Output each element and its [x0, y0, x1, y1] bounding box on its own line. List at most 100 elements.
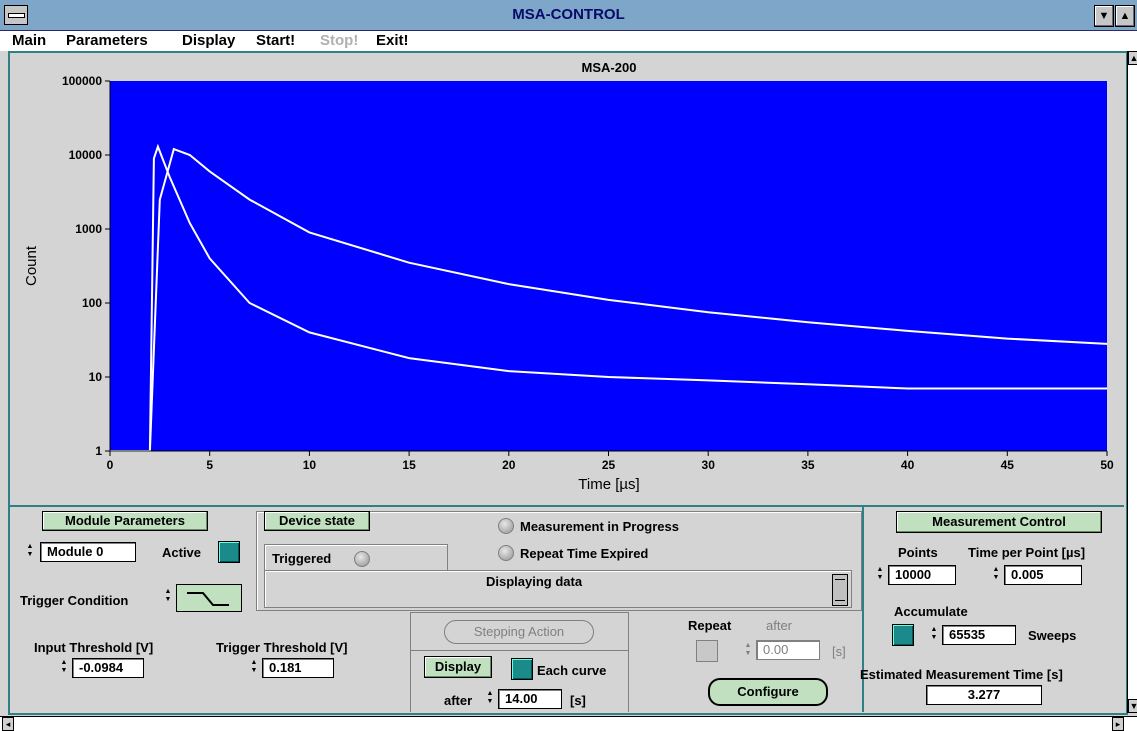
msa-chart: MSA-200 0 5 10 15 20 25 30 35 40 45 50 1 10 100 1000 10… — [23, 60, 1114, 493]
display-after-spinner-icon[interactable]: ▲ ▼ — [486, 690, 494, 705]
module-field[interactable]: Module 0 — [40, 542, 136, 562]
x-tick-label-30: 30 — [702, 458, 716, 472]
sweeps-field[interactable]: 65535 — [942, 625, 1016, 645]
repeat-checkbox[interactable] — [696, 640, 718, 662]
device-state-button[interactable]: Device state — [264, 511, 370, 531]
status-text: Displaying data — [486, 574, 583, 589]
status-box — [264, 570, 852, 608]
menu-main[interactable]: Main — [12, 32, 47, 49]
device-state-group — [256, 511, 862, 611]
x-axis-label: Time [µs] — [578, 476, 639, 493]
points-spinner-icon[interactable]: ▲ ▼ — [876, 566, 884, 581]
repeat-after-label: after — [766, 618, 793, 633]
repeat-label: Repeat — [688, 618, 732, 633]
x-tick-label-25: 25 — [602, 458, 616, 472]
horizontal-scrollbar[interactable]: ◂ ▸ — [0, 716, 1137, 731]
panel-divider-right — [862, 507, 864, 712]
measurement-control-button[interactable]: Measurement Control — [896, 511, 1102, 533]
vertical-scrollbar[interactable]: ▲ ▼ — [1127, 51, 1137, 713]
axes-layer: 0 5 10 15 20 25 30 35 40 45 50 1 10 100 1000 10000 10000… — [62, 74, 1114, 472]
sweeps-label: Sweeps — [1028, 628, 1077, 643]
points-field[interactable]: 10000 — [888, 565, 956, 585]
accumulate-label: Accumulate — [894, 604, 968, 619]
separator — [410, 612, 411, 712]
y-tick-label-100: 100 — [82, 296, 102, 310]
separator — [410, 612, 628, 613]
y-tick-label-1000: 1000 — [75, 222, 102, 236]
triggered-led-icon — [354, 551, 370, 567]
repeat-after-field: 0.00 — [756, 640, 820, 660]
system-menu-button[interactable] — [4, 5, 28, 25]
y-tick-label-10000: 10000 — [69, 148, 103, 162]
display-button[interactable]: Display — [424, 656, 492, 678]
y-tick-label-10: 10 — [89, 370, 103, 384]
separator — [628, 612, 629, 712]
trigger-condition-selector[interactable] — [176, 584, 242, 612]
measurement-led-icon — [498, 518, 514, 534]
trigger-threshold-spinner-icon[interactable]: ▲ ▼ — [250, 659, 258, 674]
tpp-spinner-icon[interactable]: ▲ ▼ — [992, 566, 1000, 581]
time-per-point-field[interactable]: 0.005 — [1004, 565, 1082, 585]
x-tick-label-45: 45 — [1001, 458, 1015, 472]
display-after-label: after — [444, 693, 473, 708]
scroll-up-icon[interactable]: ▲ — [1128, 51, 1137, 65]
module-spinner-icon[interactable]: ▲ ▼ — [26, 543, 34, 558]
falling-edge-icon — [187, 592, 229, 606]
scroll-right-icon[interactable]: ▸ — [1112, 717, 1124, 731]
maximize-icon: ▲ — [1119, 10, 1131, 22]
plot-area — [110, 81, 1107, 451]
input-threshold-field[interactable]: -0.0984 — [72, 658, 144, 678]
repeat-led-icon — [498, 545, 514, 561]
status-scroll-icon[interactable] — [832, 574, 848, 606]
trigger-condition-spinner-icon[interactable]: ▲ ▼ — [164, 588, 172, 603]
y-tick-label-100000: 100000 — [62, 74, 102, 88]
trigger-condition-label: Trigger Condition — [20, 593, 129, 608]
input-threshold-label: Input Threshold [V] — [34, 640, 154, 655]
display-after-unit: [s] — [570, 693, 586, 708]
scroll-down-icon[interactable]: ▼ — [1128, 699, 1137, 713]
x-tick-label-50: 50 — [1100, 458, 1114, 472]
trigger-threshold-field[interactable]: 0.181 — [262, 658, 334, 678]
points-label: Points — [898, 545, 938, 560]
maximize-button[interactable]: ▲ — [1115, 5, 1135, 27]
x-tick-label-20: 20 — [502, 458, 516, 472]
y-tick-label-1: 1 — [95, 444, 102, 458]
system-menu-icon — [8, 13, 25, 18]
estimated-time-field: 3.277 — [926, 685, 1042, 705]
scroll-left-icon[interactable]: ◂ — [2, 717, 14, 731]
y-axis-label: Count — [23, 245, 40, 286]
each-curve-checkbox[interactable] — [511, 658, 533, 680]
menu-start[interactable]: Start! — [256, 32, 296, 49]
separator — [410, 650, 628, 651]
chart-title: MSA-200 — [582, 60, 637, 75]
window-title: MSA-CONTROL — [512, 6, 625, 23]
minimize-button[interactable]: ▼ — [1094, 5, 1114, 27]
panel-divider — [10, 505, 1124, 507]
triggered-label: Triggered — [272, 551, 332, 566]
active-checkbox[interactable] — [218, 541, 240, 563]
display-after-field[interactable]: 14.00 — [498, 689, 562, 709]
menu-bar: Main Parameters Display Start! Stop! Exi… — [0, 31, 1137, 51]
menu-display[interactable]: Display — [182, 32, 236, 49]
x-tick-label-35: 35 — [801, 458, 815, 472]
module-parameters-button[interactable]: Module Parameters — [42, 511, 208, 531]
trigger-threshold-label: Trigger Threshold [V] — [216, 640, 348, 655]
estimated-time-label: Estimated Measurement Time [s] — [860, 667, 1063, 682]
stepping-action-button[interactable]: Stepping Action — [444, 620, 594, 644]
repeat-time-expired-label: Repeat Time Expired — [520, 546, 649, 561]
x-tick-label-40: 40 — [901, 458, 915, 472]
repeat-spinner-icon: ▲ ▼ — [744, 642, 752, 657]
each-curve-label: Each curve — [537, 663, 607, 678]
minimize-icon: ▼ — [1098, 10, 1110, 22]
series-layer — [110, 143, 1108, 452]
configure-button[interactable]: Configure — [708, 678, 828, 706]
accumulate-checkbox[interactable] — [892, 624, 914, 646]
x-tick-label-5: 5 — [206, 458, 213, 472]
menu-parameters[interactable]: Parameters — [66, 32, 148, 49]
time-per-point-label: Time per Point [µs] — [968, 545, 1086, 560]
menu-exit[interactable]: Exit! — [376, 32, 409, 49]
active-label: Active — [162, 545, 202, 560]
sweeps-spinner-icon[interactable]: ▲ ▼ — [930, 626, 938, 641]
input-threshold-spinner-icon[interactable]: ▲ ▼ — [60, 659, 68, 674]
series-1-line — [110, 143, 1107, 452]
